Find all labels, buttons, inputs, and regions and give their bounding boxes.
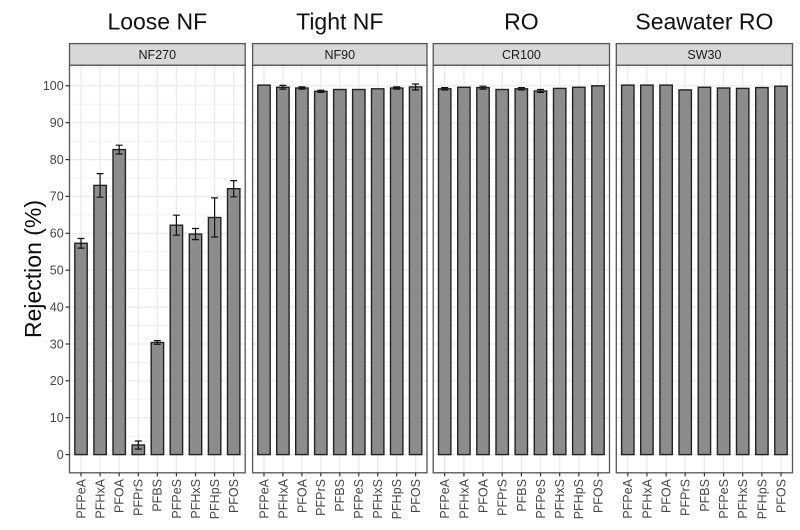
svg-text:PFOA: PFOA bbox=[113, 478, 127, 513]
svg-text:Tight NF: Tight NF bbox=[296, 9, 383, 35]
svg-text:PFHpS: PFHpS bbox=[208, 479, 222, 519]
svg-text:80: 80 bbox=[50, 153, 64, 167]
svg-text:NF90: NF90 bbox=[325, 48, 356, 62]
svg-text:PFHxA: PFHxA bbox=[93, 478, 107, 518]
svg-text:PFHxS: PFHxS bbox=[371, 479, 385, 519]
svg-text:PFOS: PFOS bbox=[591, 479, 605, 513]
svg-text:60: 60 bbox=[50, 227, 64, 241]
svg-text:100: 100 bbox=[43, 79, 64, 93]
svg-text:NF270: NF270 bbox=[139, 48, 177, 62]
svg-text:PFHpS: PFHpS bbox=[755, 479, 769, 519]
svg-text:PFPeS: PFPeS bbox=[170, 479, 184, 519]
svg-text:50: 50 bbox=[50, 264, 64, 278]
svg-text:PFOS: PFOS bbox=[409, 479, 423, 513]
svg-text:PFHxA: PFHxA bbox=[640, 478, 654, 518]
svg-text:PFHxS: PFHxS bbox=[189, 479, 203, 519]
svg-text:SW30: SW30 bbox=[687, 48, 721, 62]
svg-text:PFHxA: PFHxA bbox=[276, 478, 290, 518]
svg-text:PFBS: PFBS bbox=[698, 479, 712, 512]
svg-text:PFPrS: PFPrS bbox=[314, 479, 328, 516]
svg-text:Rejection (%): Rejection (%) bbox=[20, 200, 46, 338]
svg-text:PFHxS: PFHxS bbox=[736, 479, 750, 519]
svg-text:10: 10 bbox=[50, 411, 64, 425]
svg-text:PFHpS: PFHpS bbox=[390, 479, 404, 519]
svg-text:RO: RO bbox=[504, 9, 539, 35]
svg-text:0: 0 bbox=[57, 448, 64, 462]
svg-text:PFPeA: PFPeA bbox=[438, 478, 452, 518]
svg-text:Loose NF: Loose NF bbox=[107, 9, 207, 35]
svg-text:20: 20 bbox=[50, 374, 64, 388]
svg-text:70: 70 bbox=[50, 190, 64, 204]
svg-text:PFBS: PFBS bbox=[151, 479, 165, 512]
svg-text:PFHxS: PFHxS bbox=[553, 479, 567, 519]
svg-text:40: 40 bbox=[50, 300, 64, 314]
svg-text:PFOA: PFOA bbox=[476, 478, 490, 513]
svg-text:PFBS: PFBS bbox=[515, 479, 529, 512]
svg-text:PFPeA: PFPeA bbox=[74, 478, 88, 518]
svg-text:PFPrS: PFPrS bbox=[496, 479, 510, 516]
svg-text:PFOA: PFOA bbox=[295, 478, 309, 513]
svg-text:CR100: CR100 bbox=[502, 48, 541, 62]
svg-text:PFPeA: PFPeA bbox=[621, 478, 635, 518]
svg-text:Seawater RO: Seawater RO bbox=[635, 9, 773, 35]
svg-text:PFPeS: PFPeS bbox=[534, 479, 548, 519]
svg-text:PFBS: PFBS bbox=[333, 479, 347, 512]
svg-text:PFPrS: PFPrS bbox=[679, 479, 693, 516]
svg-text:90: 90 bbox=[50, 116, 64, 130]
svg-text:PFOS: PFOS bbox=[774, 479, 788, 513]
svg-text:30: 30 bbox=[50, 337, 64, 351]
svg-text:PFPeS: PFPeS bbox=[352, 479, 366, 519]
svg-text:PFPeA: PFPeA bbox=[257, 478, 271, 518]
svg-text:PFHpS: PFHpS bbox=[572, 479, 586, 519]
svg-text:PFPeS: PFPeS bbox=[717, 479, 731, 519]
svg-text:PFOS: PFOS bbox=[227, 479, 241, 513]
svg-text:PFHxA: PFHxA bbox=[457, 478, 471, 518]
svg-text:PFOA: PFOA bbox=[660, 478, 674, 513]
svg-text:PFPrS: PFPrS bbox=[132, 479, 146, 516]
